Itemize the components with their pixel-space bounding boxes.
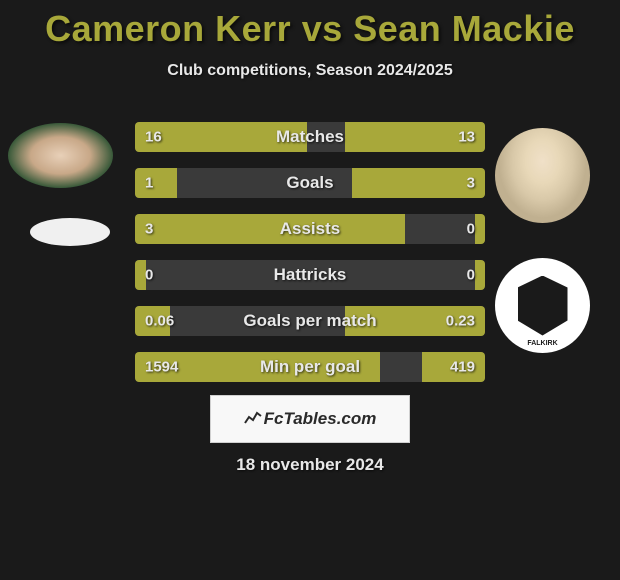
stat-row: 13Goals [135, 168, 485, 198]
date-label: 18 november 2024 [0, 455, 620, 475]
source-badge: FcTables.com [210, 395, 410, 443]
source-text: FcTables.com [264, 409, 377, 429]
player-left-avatar [8, 123, 113, 188]
stat-label: Assists [135, 219, 485, 239]
stat-row: 1594419Min per goal [135, 352, 485, 382]
stat-label: Goals [135, 173, 485, 193]
stat-label: Min per goal [135, 357, 485, 377]
stat-row: 0.060.23Goals per match [135, 306, 485, 336]
player-right-avatar [495, 128, 590, 223]
club-right-name: FALKIRK [495, 340, 590, 347]
comparison-infographic: Cameron Kerr vs Sean Mackie Club competi… [0, 0, 620, 580]
shield-icon [518, 276, 568, 336]
subtitle: Club competitions, Season 2024/2025 [0, 62, 620, 80]
page-title: Cameron Kerr vs Sean Mackie [0, 0, 620, 50]
stat-row: 1613Matches [135, 122, 485, 152]
stats-table: 1613Matches 13Goals 30Assists 00Hattricks 0.… [135, 122, 485, 398]
chart-icon [244, 410, 262, 429]
stat-row: 00Hattricks [135, 260, 485, 290]
stat-label: Hattricks [135, 265, 485, 285]
club-right-logo: FALKIRK [495, 258, 590, 353]
stat-label: Matches [135, 127, 485, 147]
club-left-logo [30, 218, 110, 246]
stat-label: Goals per match [135, 311, 485, 331]
stat-row: 30Assists [135, 214, 485, 244]
